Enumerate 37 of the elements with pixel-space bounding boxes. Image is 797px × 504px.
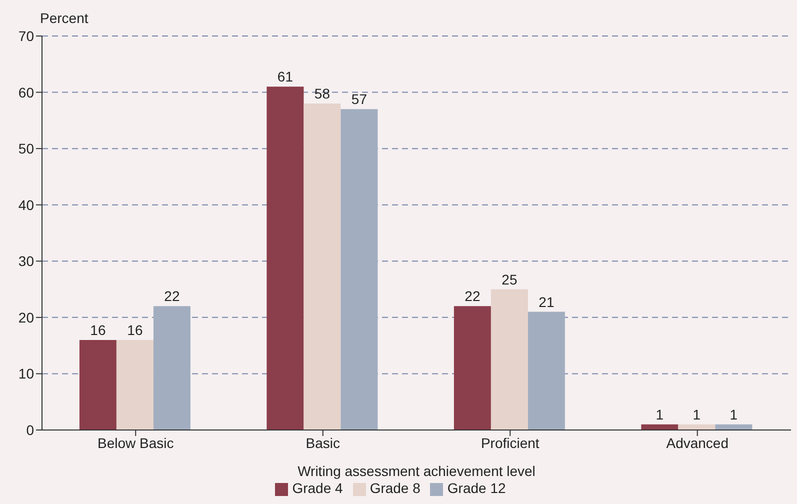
data-label: 1 — [692, 406, 701, 422]
data-label: 1 — [656, 406, 664, 422]
x-tick-label: Proficient — [480, 434, 540, 451]
data-label: 57 — [351, 91, 368, 108]
legend-label: Grade 8 — [370, 480, 420, 496]
y-tick-label: 30 — [18, 253, 34, 270]
y-tick-label: 40 — [18, 196, 34, 213]
bar — [340, 109, 378, 430]
x-tick-label: Basic — [306, 434, 340, 451]
bar — [304, 104, 341, 430]
bar — [528, 312, 565, 430]
data-label: 1 — [730, 406, 738, 422]
bar — [266, 86, 304, 430]
x-axis-title: Writing assessment achievement level — [298, 463, 536, 479]
x-tick-label: Advanced — [666, 434, 729, 451]
data-label: 22 — [164, 288, 180, 304]
y-axis-title: Percent — [40, 10, 88, 26]
data-label: 61 — [277, 68, 294, 85]
y-tick-label: 70 — [18, 28, 34, 44]
legend-label: Grade 12 — [447, 480, 506, 496]
bar — [79, 340, 116, 430]
y-tick-label: 20 — [18, 309, 34, 326]
y-tick-label: 60 — [18, 84, 34, 100]
legend-label: Grade 4 — [292, 480, 343, 496]
data-label: 22 — [464, 288, 480, 304]
y-tick-label: 0 — [26, 422, 34, 438]
bar — [116, 340, 154, 430]
y-tick-label: 50 — [18, 140, 34, 157]
bar — [454, 306, 491, 430]
bar — [490, 289, 528, 430]
y-tick-label: 10 — [18, 366, 34, 382]
x-tick-label: Below Basic — [97, 434, 174, 451]
data-label: 25 — [502, 271, 518, 288]
bar — [153, 306, 190, 430]
data-label: 16 — [90, 322, 106, 338]
data-label: 21 — [538, 294, 554, 310]
data-label: 16 — [127, 322, 143, 338]
